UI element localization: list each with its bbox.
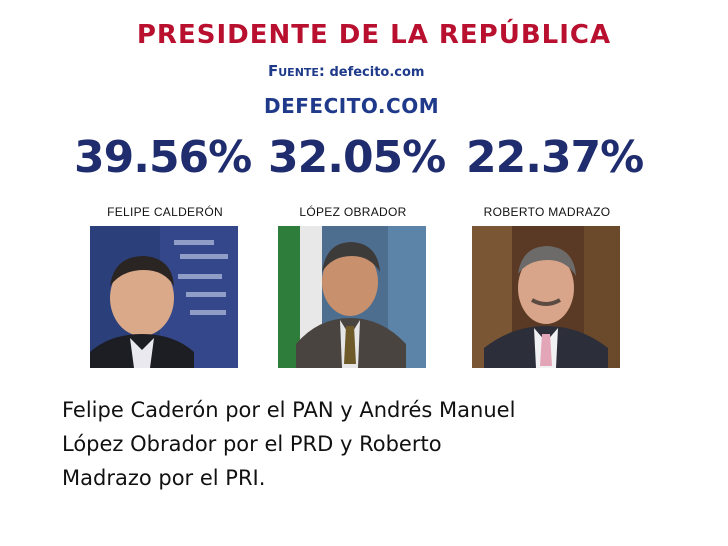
caption: Felipe Caderón por el PAN y Andrés Manue… [62, 393, 662, 495]
candidate-card-calderon: FELIPE CALDERÓN [90, 204, 240, 368]
page-title: PRESIDENTE DE LA REPÚBLICA [136, 20, 612, 50]
source-label: Fuente: [268, 62, 325, 80]
candidate-name: FELIPE CALDERÓN [107, 205, 223, 219]
caption-line: López Obrador por el PRD y Roberto [62, 432, 442, 456]
candidate-name: ROBERTO MADRAZO [483, 205, 611, 219]
percentages-row: 39.56% 32.05% 22.37% [0, 132, 728, 192]
caption-line: Madrazo por el PRI. [62, 466, 266, 490]
candidate-card-obrador: LÓPEZ OBRADOR [278, 204, 428, 368]
percentage-madrazo: 22.37% [466, 132, 644, 183]
candidate-card-madrazo: ROBERTO MADRAZO [472, 204, 622, 368]
candidate-photo [278, 226, 426, 368]
brand-name: DEFECITO.COM [264, 94, 440, 118]
candidate-photo [90, 226, 238, 368]
candidate-name: LÓPEZ OBRADOR [299, 205, 407, 219]
percentage-obrador: 32.05% [268, 132, 446, 183]
caption-line: Felipe Caderón por el PAN y Andrés Manue… [62, 398, 516, 422]
source-line: Fuente: defecito.com [268, 62, 424, 80]
candidate-photo [472, 226, 620, 368]
percentage-calderon: 39.56% [74, 132, 252, 183]
source-value: defecito.com [329, 65, 425, 80]
